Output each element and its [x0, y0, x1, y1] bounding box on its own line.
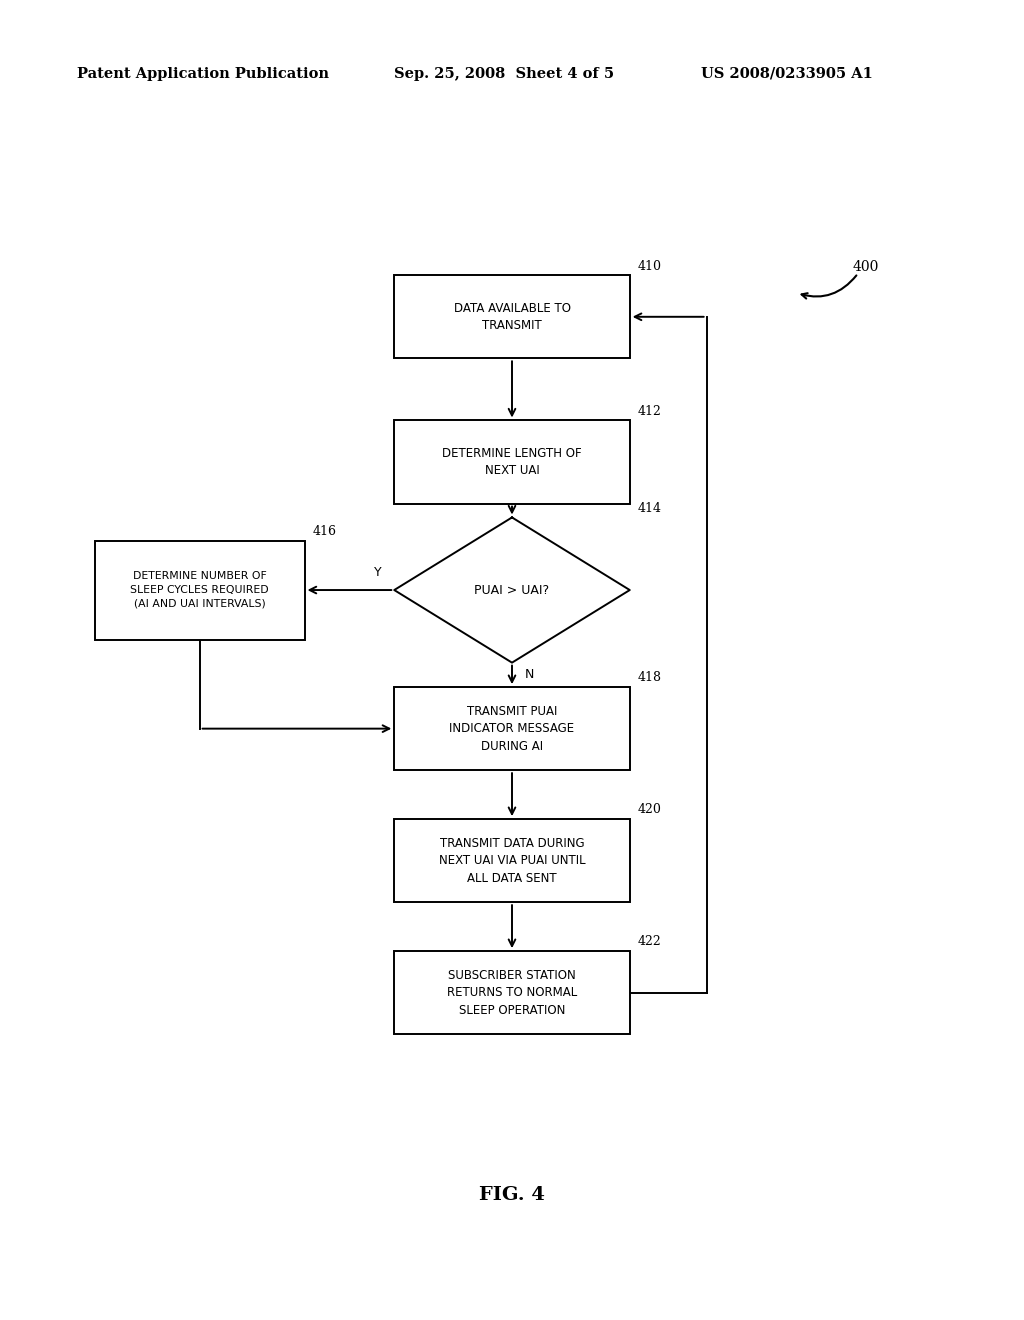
Text: N: N: [524, 668, 534, 681]
Text: Y: Y: [375, 566, 382, 579]
Text: Patent Application Publication: Patent Application Publication: [77, 67, 329, 81]
Text: TRANSMIT PUAI
INDICATOR MESSAGE
DURING AI: TRANSMIT PUAI INDICATOR MESSAGE DURING A…: [450, 705, 574, 752]
Text: 410: 410: [638, 260, 662, 272]
Text: 422: 422: [638, 936, 662, 948]
Text: 416: 416: [313, 525, 337, 539]
FancyBboxPatch shape: [394, 275, 630, 358]
Text: DETERMINE NUMBER OF
SLEEP CYCLES REQUIRED
(AI AND UAI INTERVALS): DETERMINE NUMBER OF SLEEP CYCLES REQUIRE…: [130, 572, 269, 609]
Text: US 2008/0233905 A1: US 2008/0233905 A1: [701, 67, 873, 81]
Text: 420: 420: [638, 804, 662, 816]
Text: FIG. 4: FIG. 4: [479, 1185, 545, 1204]
FancyBboxPatch shape: [394, 686, 630, 771]
Text: SUBSCRIBER STATION
RETURNS TO NORMAL
SLEEP OPERATION: SUBSCRIBER STATION RETURNS TO NORMAL SLE…: [446, 969, 578, 1016]
Text: TRANSMIT DATA DURING
NEXT UAI VIA PUAI UNTIL
ALL DATA SENT: TRANSMIT DATA DURING NEXT UAI VIA PUAI U…: [438, 837, 586, 884]
Text: 400: 400: [852, 260, 879, 273]
FancyBboxPatch shape: [394, 818, 630, 903]
Text: 412: 412: [638, 405, 662, 417]
FancyBboxPatch shape: [394, 950, 630, 1035]
Text: PUAI > UAI?: PUAI > UAI?: [474, 583, 550, 597]
Text: DATA AVAILABLE TO
TRANSMIT: DATA AVAILABLE TO TRANSMIT: [454, 301, 570, 333]
Text: 418: 418: [638, 672, 662, 684]
FancyBboxPatch shape: [394, 420, 630, 503]
Text: Sep. 25, 2008  Sheet 4 of 5: Sep. 25, 2008 Sheet 4 of 5: [394, 67, 614, 81]
Text: 414: 414: [638, 502, 662, 515]
Text: DETERMINE LENGTH OF
NEXT UAI: DETERMINE LENGTH OF NEXT UAI: [442, 446, 582, 478]
FancyBboxPatch shape: [95, 541, 305, 639]
